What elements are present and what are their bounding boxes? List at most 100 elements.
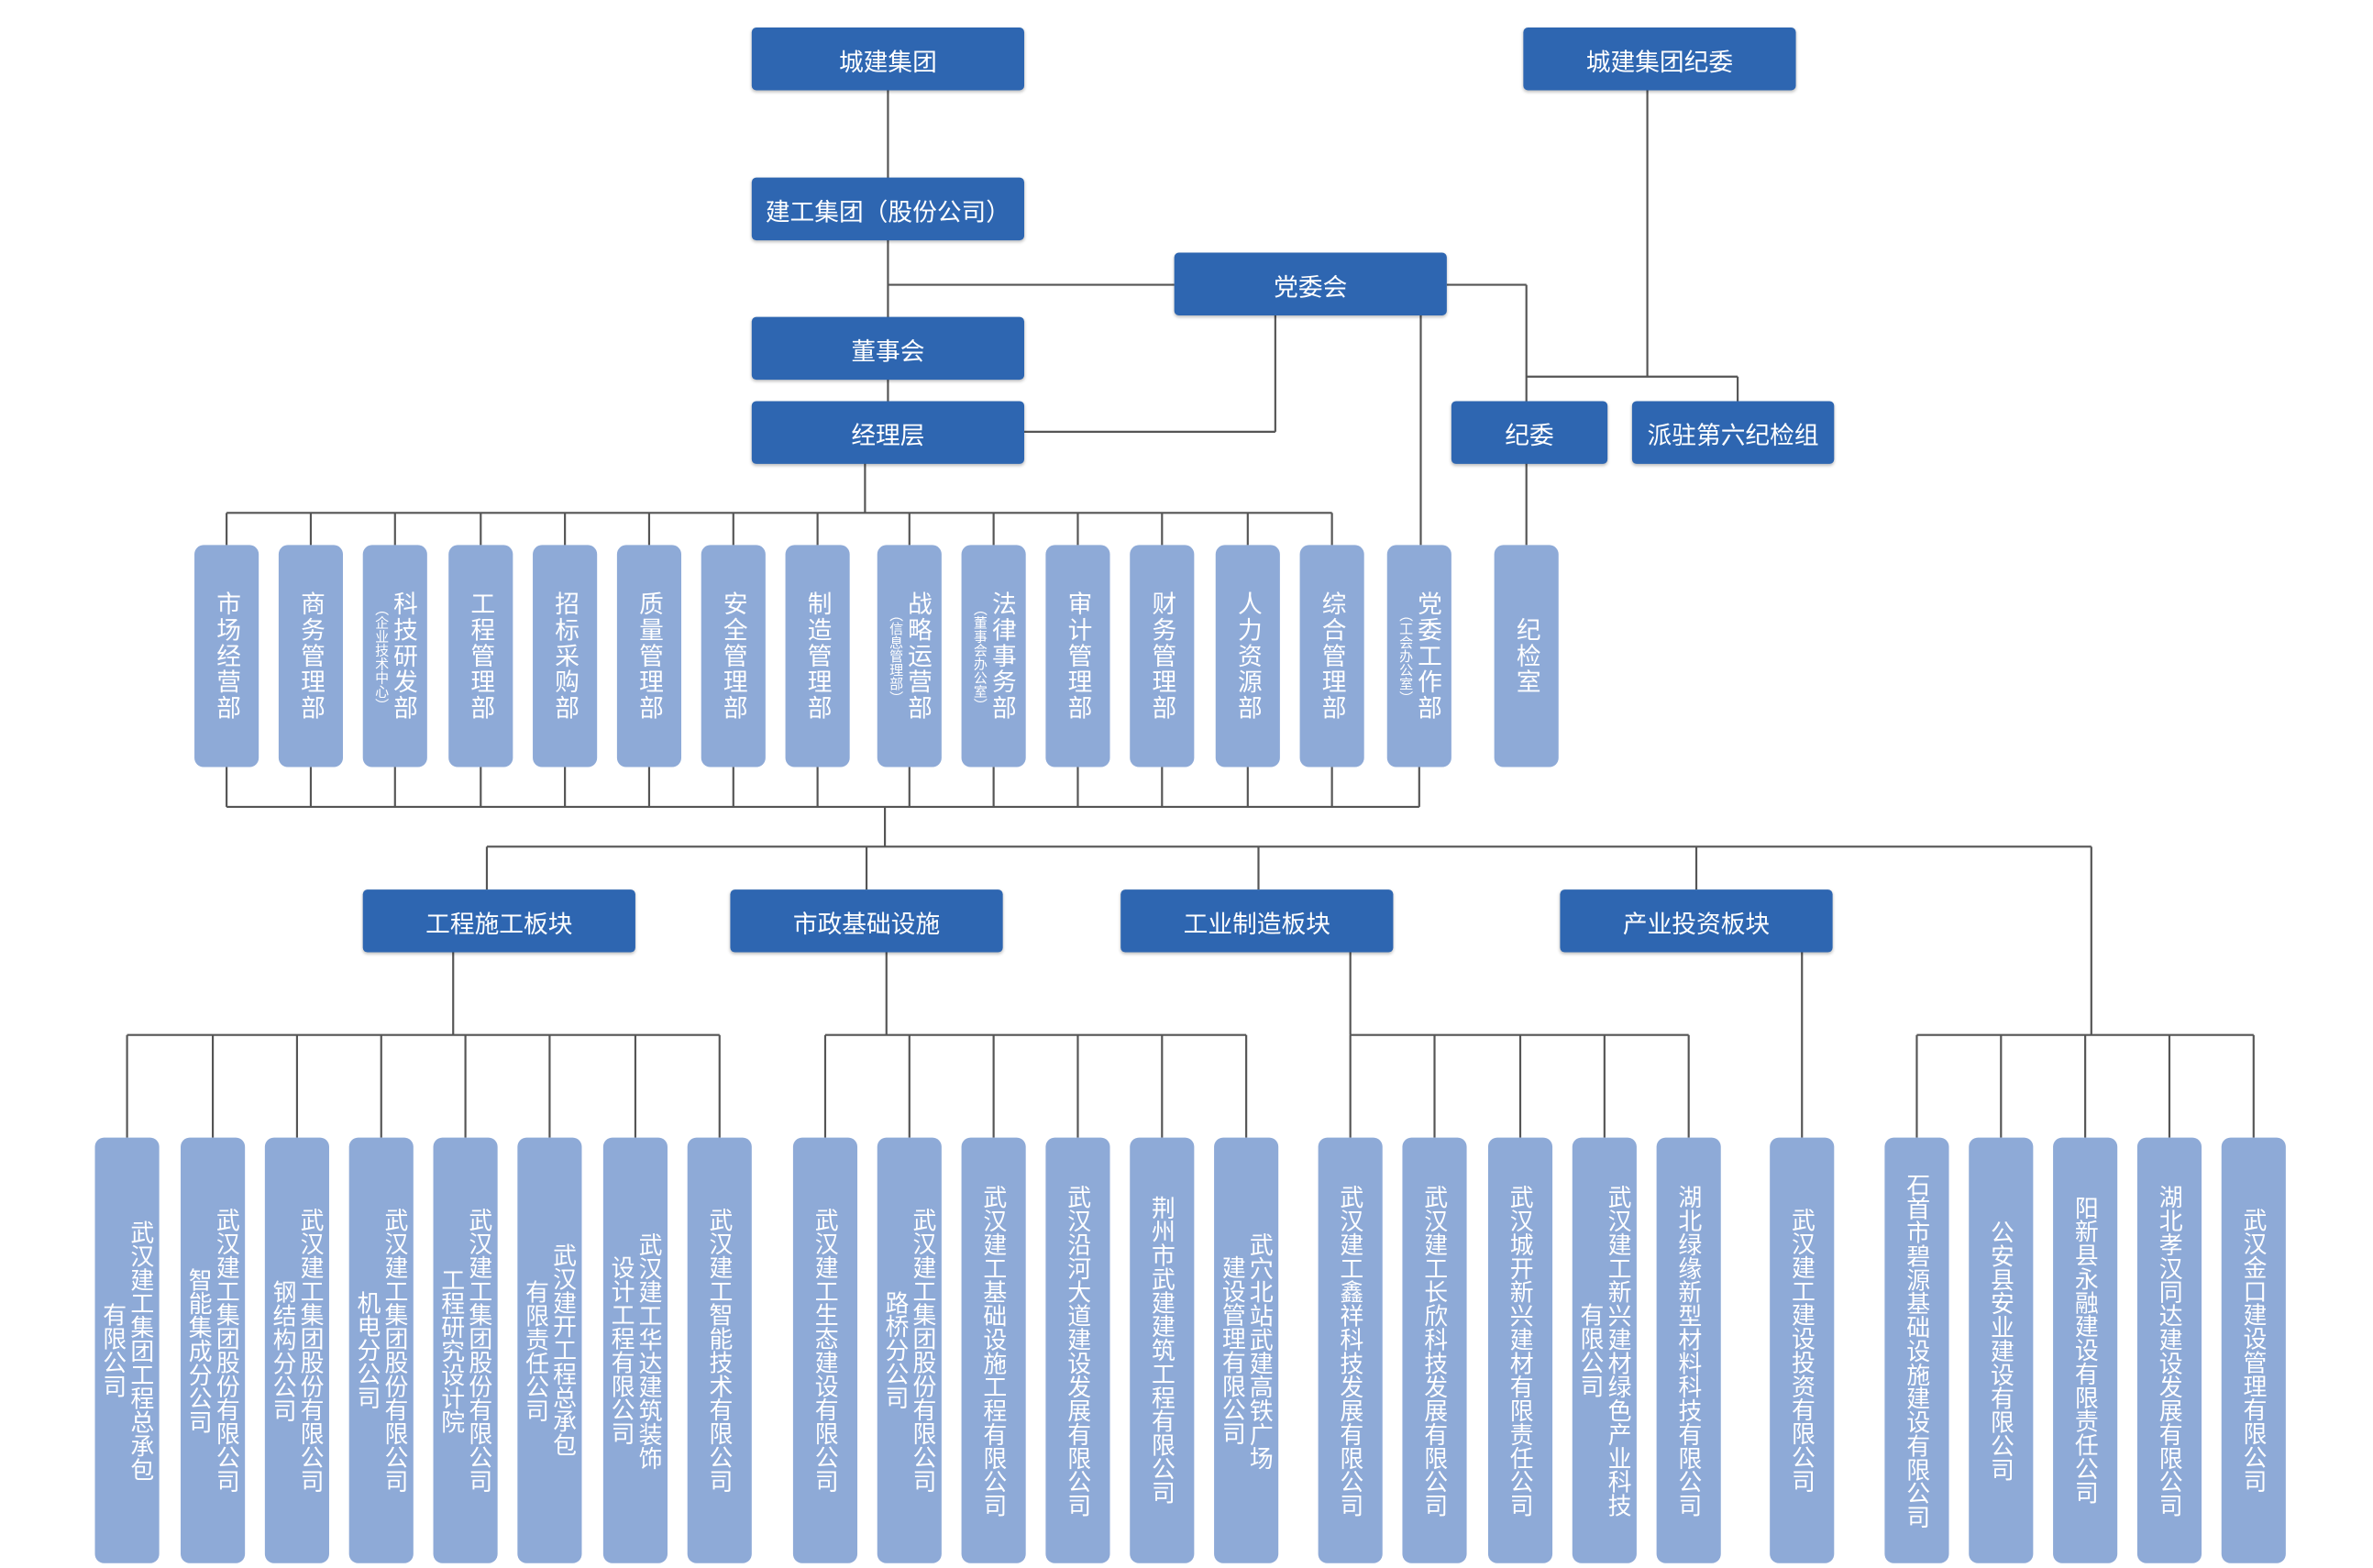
department-box: 商务管理部 [278, 545, 344, 767]
department-note: （企业技术中心） [371, 601, 388, 712]
company-box: 武汉建工鑫祥科技发展有限公司 [1318, 1137, 1383, 1563]
company-name: 阳新县永融建设有限责任公司 [2071, 1196, 2100, 1505]
company-name: 武汉建工集团股份有限公司 路桥分公司 [881, 1208, 937, 1493]
department-name: 党委工作部 [1413, 591, 1442, 722]
department-note: （董事会办公室） [970, 601, 987, 712]
department-name: 招标采购部 [550, 591, 579, 722]
company-box: 武汉建工集团股份有限公司 机电分公司 [348, 1137, 414, 1563]
department-name: 科技研发部 [389, 591, 418, 722]
company-box: 荆州市武建建筑工程有限公司 [1130, 1137, 1195, 1563]
department-name: 工程管理部 [466, 591, 496, 722]
company-box: 武汉建工建设投资有限公司 [1770, 1137, 1835, 1563]
department-note: （信息管理部） [886, 607, 902, 705]
company-box: 武汉沿河大道建设发展有限公司 [1045, 1137, 1110, 1563]
company-box: 武汉建工集团股份有限公司 智能集成分公司 [181, 1137, 246, 1563]
company-name: 武汉建工华达建筑装饰 设计工程有限公司 [607, 1231, 663, 1470]
company-box: 武汉城开新兴建材有限责任公司 [1487, 1137, 1553, 1563]
company-box: 武穴北站武建高铁广场 建设管理有限公司 [1214, 1137, 1279, 1563]
company-box: 武汉建工智能技术有限公司 [687, 1137, 752, 1563]
department-name: 战略运营部 [903, 591, 933, 722]
company-name: 武汉建工集团股份有限公司 机电分公司 [353, 1208, 409, 1493]
department-box: 科技研发部 （企业技术中心） [362, 545, 427, 767]
department-box: 制造管理部 [785, 545, 850, 767]
sector-box: 产业投资板块 [1560, 889, 1833, 953]
department-box: 市场经营部 [194, 545, 259, 767]
company-box: 武汉建工集团工程总承包 有限公司 [94, 1137, 160, 1563]
node-board: 董事会 [751, 316, 1025, 381]
company-name: 武汉建开工程总承包 有限责任公司 [522, 1243, 578, 1458]
node-discipline: 纪委 [1451, 401, 1608, 464]
company-box: 武汉建工华达建筑装饰 设计工程有限公司 [602, 1137, 668, 1563]
department-box: 工程管理部 [448, 545, 513, 767]
company-box: 湖北绿缘新型材料科技有限公司 [1656, 1137, 1721, 1563]
department-name: 制造管理部 [802, 591, 833, 722]
company-box: 武汉建工集团股份有限公司 钢结构分公司 [264, 1137, 329, 1563]
company-name: 武汉建工新兴建材绿色产业科技 有限公司 [1576, 1184, 1632, 1517]
department-box: 综合管理部 [1299, 545, 1364, 767]
sector-box: 工程施工板块 [362, 889, 635, 953]
node-group: 城建集团 [751, 28, 1025, 91]
company-box: 湖北孝汉同达建设发展有限公司 [2136, 1137, 2202, 1563]
department-box: 财务管理部 [1130, 545, 1195, 767]
node-party-committee: 党委会 [1174, 252, 1447, 315]
company-box: 武汉建开工程总承包 有限责任公司 [517, 1137, 582, 1563]
company-name: 武汉建工智能技术有限公司 [705, 1208, 734, 1493]
company-box: 石首市碧源基础设施建设有限公司 [1884, 1137, 1949, 1563]
node-management: 经理层 [751, 401, 1025, 464]
sector-box: 市政基础设施 [730, 889, 1003, 953]
department-note: （工会办公室） [1396, 607, 1412, 705]
company-name: 武汉建工建设投资有限公司 [1788, 1208, 1816, 1493]
department-box: 质量管理部 [616, 545, 682, 767]
department-name: 人力资源部 [1232, 591, 1263, 722]
company-name: 石首市碧源基础设施建设有限公司 [1903, 1172, 1931, 1529]
department-name: 安全管理部 [718, 591, 748, 722]
department-box: 招标采购部 [533, 545, 598, 767]
department-name: 纪检室 [1511, 616, 1541, 696]
company-box: 公安县安业建设有限公司 [1969, 1137, 2034, 1563]
company-name: 湖北孝汉同达建设发展有限公司 [2155, 1184, 2183, 1517]
department-name: 审计管理部 [1063, 591, 1093, 722]
department-name: 财务管理部 [1147, 591, 1177, 722]
company-name: 武汉建工集团股份有限公司 工程研究设计院 [437, 1208, 493, 1493]
company-name: 湖北绿缘新型材料科技有限公司 [1674, 1184, 1703, 1517]
department-box: 安全管理部 [701, 545, 766, 767]
company-name: 武汉城开新兴建材有限责任公司 [1506, 1184, 1535, 1517]
company-name: 武汉建工基础设施工程有限公司 [979, 1184, 1008, 1517]
company-box: 阳新县永融建设有限责任公司 [2053, 1137, 2118, 1563]
department-box: 法律事务部 （董事会办公室） [961, 545, 1026, 767]
company-name: 荆州市武建建筑工程有限公司 [1148, 1196, 1176, 1505]
department-name: 法律事务部 [987, 591, 1017, 722]
company-name: 公安县安业建设有限公司 [1987, 1220, 2015, 1482]
department-box: 审计管理部 [1045, 545, 1110, 767]
company-box: 武汉建工集团股份有限公司 路桥分公司 [877, 1137, 942, 1563]
department-box: 人力资源部 [1215, 545, 1280, 767]
sector-box: 工业制造板块 [1120, 889, 1394, 953]
company-name: 武汉沿河大道建设发展有限公司 [1064, 1184, 1092, 1517]
company-box: 武汉建工新兴建材绿色产业科技 有限公司 [1572, 1137, 1637, 1563]
company-name: 武汉建工长欣科技发展有限公司 [1420, 1184, 1449, 1517]
company-name: 武汉建工生态建设有限公司 [811, 1208, 839, 1493]
department-name: 综合管理部 [1317, 591, 1347, 722]
company-name: 武汉建工集团股份有限公司 钢结构分公司 [269, 1208, 325, 1493]
department-name: 商务管理部 [296, 591, 326, 722]
department-box: 党委工作部 （工会办公室） [1386, 545, 1451, 767]
node-inspection-group: 派驻第六纪检组 [1631, 401, 1835, 464]
department-box: 战略运营部 （信息管理部） [877, 545, 942, 767]
company-name: 武汉建工集团工程总承包 有限公司 [99, 1220, 155, 1482]
company-box: 武汉建工集团股份有限公司 工程研究设计院 [433, 1137, 498, 1563]
department-box: 纪检室 [1494, 545, 1559, 767]
company-name: 武汉建工集团股份有限公司 智能集成分公司 [185, 1208, 241, 1493]
company-name: 武穴北站武建高铁广场 建设管理有限公司 [1219, 1231, 1275, 1470]
company-box: 武汉金口建设管理有限公司 [2221, 1137, 2286, 1563]
node-company: 建工集团（股份公司） [751, 177, 1025, 241]
company-box: 武汉建工长欣科技发展有限公司 [1402, 1137, 1467, 1563]
company-name: 武汉建工鑫祥科技发展有限公司 [1336, 1184, 1364, 1517]
department-name: 市场经营部 [212, 591, 241, 722]
department-name: 质量管理部 [635, 591, 664, 722]
company-name: 武汉金口建设管理有限公司 [2239, 1208, 2268, 1493]
company-box: 武汉建工生态建设有限公司 [792, 1137, 858, 1563]
node-discipline-committee: 城建集团纪委 [1523, 28, 1796, 91]
company-box: 武汉建工基础设施工程有限公司 [961, 1137, 1026, 1563]
